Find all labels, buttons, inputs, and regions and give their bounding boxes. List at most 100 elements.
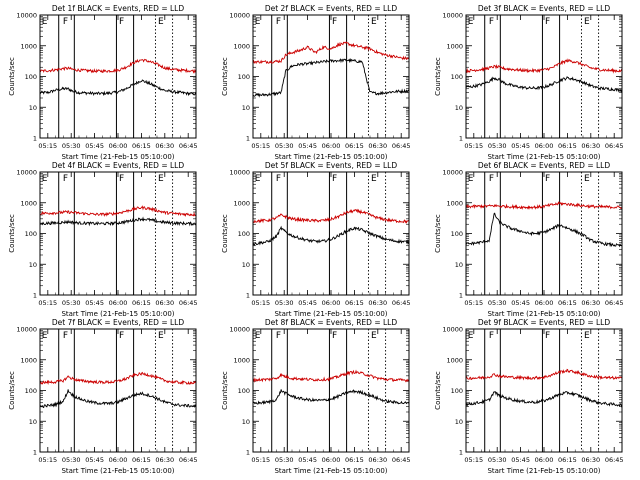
event-marker-label: F — [119, 174, 124, 184]
x-tick-label: 05:15 — [464, 456, 483, 464]
y-axis-label: Counts/sec — [434, 57, 442, 96]
y-tick-label: 10000 — [442, 12, 463, 20]
event-marker-label: F — [276, 174, 281, 184]
series-lld-line — [39, 205, 197, 217]
x-tick-label: 06:00 — [109, 142, 128, 150]
panel-6: Det 6f BLACK = Events, RED = LLD Counts/s… — [434, 161, 624, 318]
x-tick-label: 05:45 — [511, 299, 530, 307]
x-tick-label: 05:30 — [488, 142, 507, 150]
x-tick-label: 06:15 — [132, 299, 151, 307]
y-tick-label: 1 — [459, 135, 463, 143]
chart-title: Det 9f BLACK = Events, RED = LLD — [478, 318, 611, 327]
x-tick-label: 05:15 — [464, 299, 483, 307]
x-tick-label: 05:45 — [298, 142, 317, 150]
event-marker-label: F — [489, 17, 494, 27]
y-axis-label: Counts/sec — [434, 214, 442, 253]
event-marker-label: E — [584, 174, 590, 184]
y-tick-label: 1000 — [20, 199, 37, 207]
series-events-line — [252, 389, 410, 406]
y-tick-label: 10000 — [229, 169, 250, 177]
event-marker-label: E — [158, 331, 164, 341]
y-tick-label: 1 — [246, 135, 250, 143]
series-lld-line — [465, 58, 623, 74]
chart-title: Det 4f BLACK = Events, RED = LLD — [52, 161, 185, 170]
plot-frame — [252, 171, 410, 296]
y-tick-label: 1 — [246, 449, 250, 457]
chart-title: Det 5f BLACK = Events, RED = LLD — [265, 161, 398, 170]
plot-frame — [465, 328, 623, 453]
x-tick-label: 05:30 — [62, 456, 81, 464]
panel-8: Det 8f BLACK = Events, RED = LLD Counts/s… — [221, 318, 411, 475]
event-marker-label: E — [584, 331, 590, 341]
y-tick-label: 1 — [246, 292, 250, 300]
x-tick-label: 06:15 — [558, 299, 577, 307]
x-tick-label: 06:45 — [392, 456, 411, 464]
x-tick-label: 06:00 — [535, 142, 554, 150]
plot-frame — [39, 14, 197, 139]
x-tick-label: 06:45 — [179, 456, 198, 464]
x-tick-label: 06:00 — [322, 142, 341, 150]
series-events-line — [252, 225, 410, 246]
event-marker-label: E — [468, 331, 474, 341]
x-tick-label: 05:30 — [275, 299, 294, 307]
y-tick-label: 1 — [33, 292, 37, 300]
series-events-line — [252, 57, 410, 98]
x-tick-label: 06:30 — [581, 299, 600, 307]
y-tick-label: 10 — [455, 261, 463, 269]
y-tick-label: 100 — [451, 387, 463, 395]
x-tick-label: 06:00 — [109, 299, 128, 307]
series-events-line — [465, 390, 623, 408]
chart-title: Det 3f BLACK = Events, RED = LLD — [478, 4, 611, 13]
x-tick-label: 05:15 — [38, 142, 57, 150]
event-marker-label: E — [255, 17, 261, 27]
event-marker-label: E — [468, 174, 474, 184]
y-tick-label: 10000 — [16, 326, 37, 334]
plot-frame — [465, 14, 623, 139]
x-tick-label: 06:00 — [109, 456, 128, 464]
x-tick-label: 05:30 — [275, 142, 294, 150]
event-marker-label: E — [371, 331, 377, 341]
event-marker-label: F — [276, 17, 281, 27]
x-axis-label: Start Time (21-Feb-15 05:10:00) — [274, 467, 387, 475]
x-tick-label: 06:45 — [605, 299, 624, 307]
y-tick-label: 10 — [242, 261, 250, 269]
event-marker-label: F — [545, 174, 550, 184]
y-tick-label: 100 — [451, 230, 463, 238]
x-tick-label: 06:30 — [368, 142, 387, 150]
x-tick-label: 06:15 — [132, 142, 151, 150]
event-marker-label: E — [371, 174, 377, 184]
y-tick-label: 1000 — [446, 42, 463, 50]
y-tick-label: 10 — [242, 418, 250, 426]
y-tick-label: 100 — [451, 73, 463, 81]
series-lld-line — [465, 201, 623, 210]
y-axis-label: Counts/sec — [221, 371, 229, 410]
event-marker-label: E — [42, 17, 48, 27]
x-tick-label: 06:00 — [322, 456, 341, 464]
x-tick-label: 06:45 — [179, 142, 198, 150]
x-tick-label: 06:30 — [368, 456, 387, 464]
x-tick-label: 06:30 — [581, 142, 600, 150]
y-tick-label: 10000 — [16, 12, 37, 20]
x-tick-label: 05:45 — [85, 299, 104, 307]
x-tick-label: 05:30 — [488, 456, 507, 464]
series-events-line — [39, 389, 197, 409]
y-tick-label: 1 — [33, 449, 37, 457]
x-tick-label: 05:45 — [85, 142, 104, 150]
series-lld-line — [465, 368, 623, 381]
x-tick-label: 05:15 — [251, 299, 270, 307]
chart-title: Det 8f BLACK = Events, RED = LLD — [265, 318, 398, 327]
y-tick-label: 1000 — [233, 42, 250, 50]
event-marker-label: E — [42, 174, 48, 184]
event-marker-label: F — [332, 331, 337, 341]
y-tick-label: 10000 — [442, 169, 463, 177]
y-tick-label: 1000 — [233, 199, 250, 207]
x-tick-label: 06:45 — [605, 142, 624, 150]
x-tick-label: 05:45 — [85, 456, 104, 464]
x-axis-label: Start Time (21-Feb-15 05:10:00) — [274, 153, 387, 161]
event-marker-label: F — [119, 331, 124, 341]
series-events-line — [39, 216, 197, 227]
x-tick-label: 05:15 — [251, 142, 270, 150]
y-tick-label: 10000 — [229, 326, 250, 334]
y-tick-label: 10000 — [16, 169, 37, 177]
plot-frame — [39, 328, 197, 453]
